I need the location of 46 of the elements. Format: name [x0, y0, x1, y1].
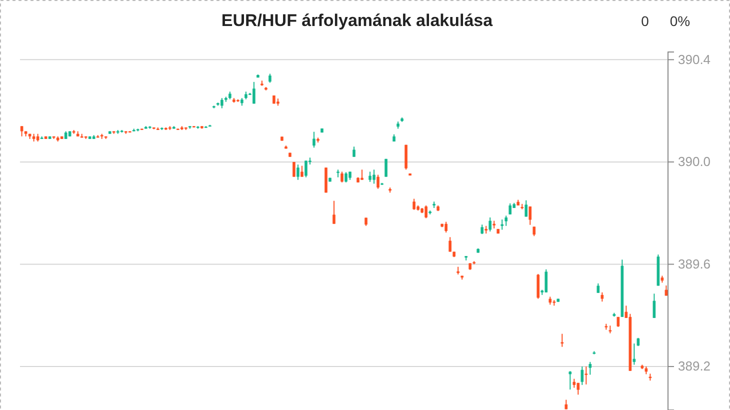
- candlestick: [500, 218, 504, 230]
- candlestick: [528, 206, 532, 226]
- candlestick: [384, 158, 388, 178]
- y-tick-label: 389.6: [678, 256, 711, 272]
- candlestick: [340, 171, 344, 183]
- text: 0%: [670, 13, 690, 29]
- y-tick-label: 390.4: [678, 52, 711, 67]
- candlestick: [252, 81, 256, 104]
- candlestick: [536, 273, 540, 300]
- candlestick: [448, 236, 452, 252]
- candlestick: [532, 226, 536, 237]
- y-tick-label: 390.0: [678, 154, 711, 170]
- candlestick: [20, 126, 24, 137]
- candlestick: [312, 131, 316, 148]
- candlestick: [352, 146, 356, 158]
- candlestick: [372, 169, 376, 184]
- text: 0: [641, 13, 650, 29]
- candlestick: [220, 98, 224, 109]
- candlestick: [580, 366, 584, 386]
- candlestick: [292, 161, 296, 178]
- candlestick: [560, 333, 564, 348]
- chart-title: EUR/HUF árfolyamának alakulása: [221, 11, 494, 30]
- candlestick: [488, 216, 492, 232]
- candlestick: [404, 144, 408, 170]
- candlestick: [508, 202, 512, 215]
- candlestick: [568, 370, 572, 390]
- candlestick: [524, 200, 528, 218]
- candlestick: [504, 215, 508, 226]
- candlestick: [412, 198, 416, 210]
- candlestick: [376, 174, 380, 190]
- candlestick: [304, 160, 308, 178]
- candlestick: [544, 268, 548, 293]
- candlestick: [600, 292, 604, 302]
- y-tick-label: 389.2: [678, 358, 711, 374]
- candlestick: [300, 165, 304, 178]
- candlestick: [480, 224, 484, 235]
- candlestick: [344, 172, 348, 183]
- candlestick: [444, 221, 448, 234]
- candlestick: [296, 164, 300, 180]
- candlestick: [584, 366, 588, 385]
- candlestick: [588, 361, 592, 376]
- candlestick: [332, 200, 336, 224]
- candlestick: [368, 171, 372, 182]
- candlestick: [424, 204, 428, 219]
- candlestick: [360, 169, 364, 180]
- candlestick: [596, 282, 600, 294]
